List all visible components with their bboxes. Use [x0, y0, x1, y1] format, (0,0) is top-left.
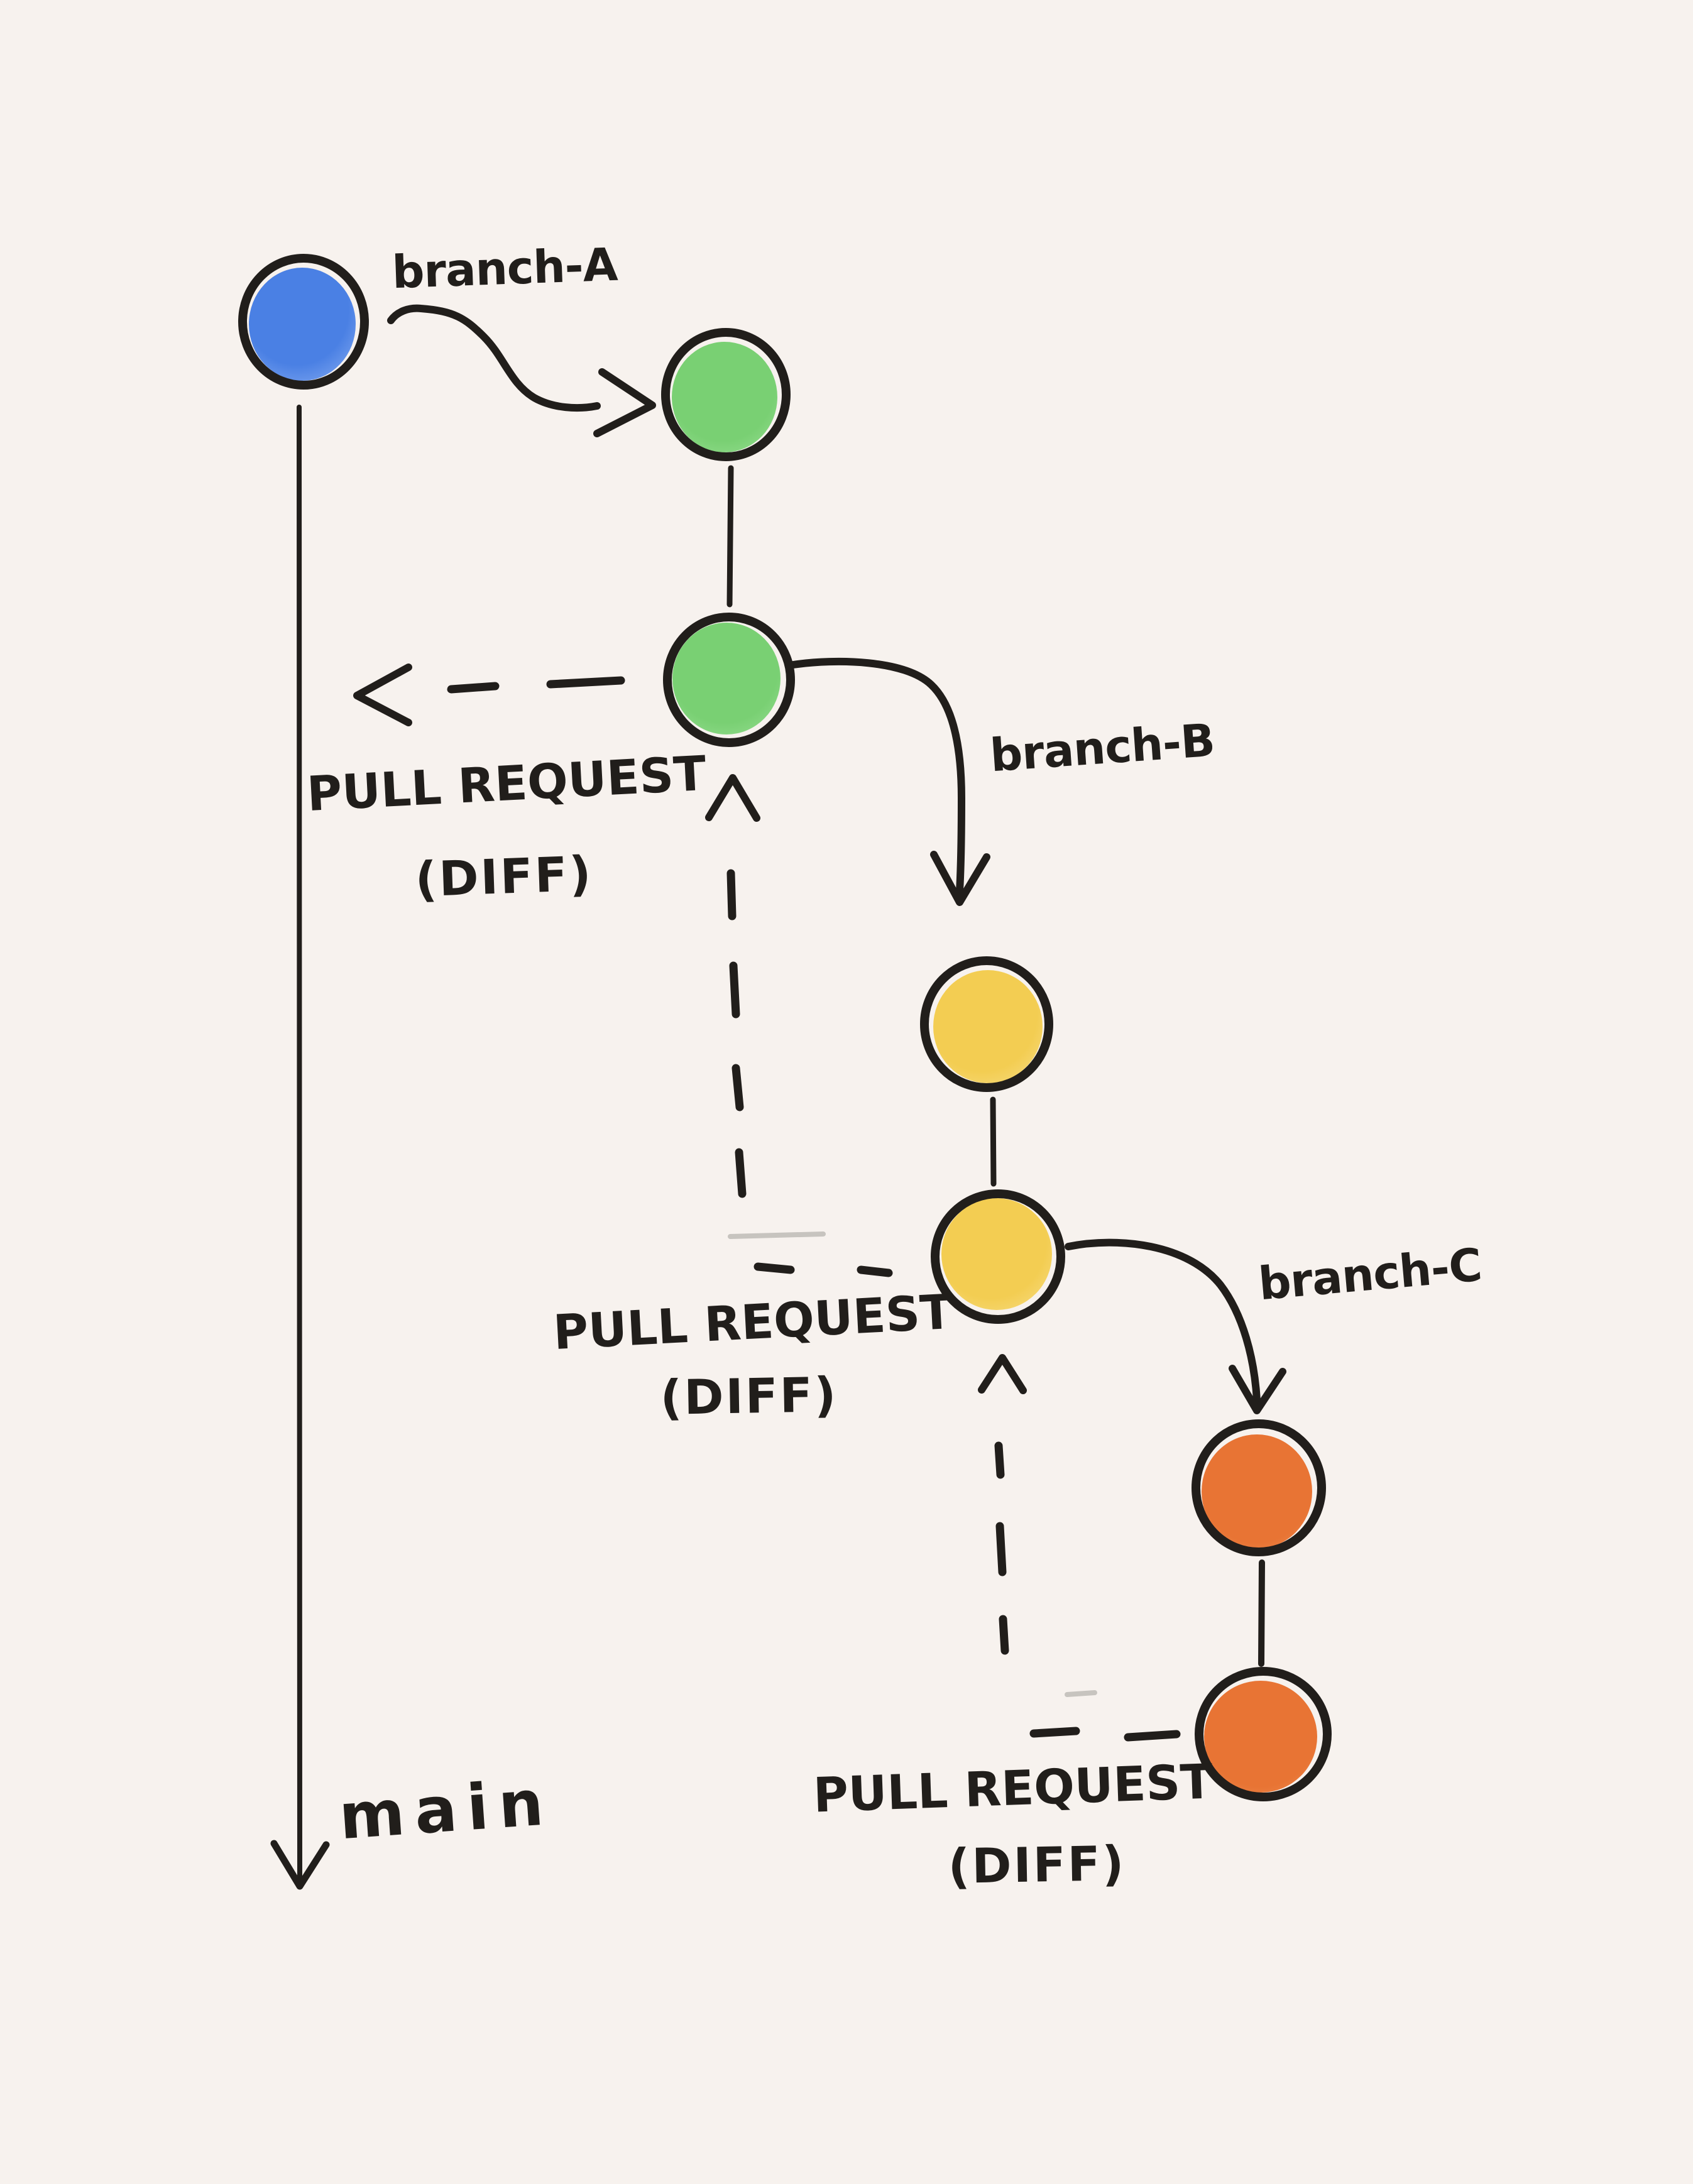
commit-node-branch-c-2 [1195, 1667, 1332, 1801]
commit-node-branch-b-1 [920, 956, 1053, 1092]
commit-node-branch-c-1-outline [1192, 1419, 1326, 1556]
pull-request-c-dashes [994, 1441, 1181, 1742]
pull-request-a-arrowhead [353, 663, 412, 726]
commit-node-branch-c-2-outline [1195, 1667, 1332, 1801]
main-branch-line [295, 405, 302, 1880]
main-label: main [336, 1765, 556, 1854]
branch-a-commit-connector [726, 465, 734, 608]
commit-node-branch-b-2-outline [931, 1189, 1065, 1324]
commit-node-branch-a-2-fill [672, 623, 781, 734]
commit-node-main-outline [238, 254, 369, 390]
main-branch-arrowhead [270, 1840, 330, 1890]
pull-request-a-diff-label: (DIFF) [414, 845, 594, 908]
branch-b-commit-connector [990, 1096, 997, 1187]
pull-request-b-dashes [726, 869, 893, 1277]
commit-node-branch-b-2 [931, 1189, 1065, 1324]
commit-node-branch-a-1-outline [661, 328, 791, 461]
commit-node-branch-c-2-fill [1204, 1681, 1317, 1793]
commit-node-branch-b-1-outline [920, 956, 1053, 1092]
branch-c-arrowhead [1229, 1365, 1286, 1414]
pull-request-c-faint-dash [1065, 1690, 1097, 1697]
pull-request-c-arrowhead [978, 1354, 1027, 1394]
commit-node-branch-a-1 [661, 328, 791, 461]
commit-node-main-fill [249, 268, 356, 381]
commit-node-branch-b-2-fill [941, 1198, 1052, 1310]
commit-node-branch-a-1-fill [672, 342, 777, 452]
commit-node-branch-a-2 [663, 613, 795, 747]
pull-request-a-dashes [447, 676, 625, 694]
branch-a-label: branch-A [391, 238, 618, 299]
branch-c-commit-connector [1258, 1559, 1265, 1667]
branch-a-arrow [387, 304, 601, 412]
commit-node-branch-b-1-fill [933, 970, 1043, 1083]
pull-request-b-diff-label: (DIFF) [659, 1367, 839, 1426]
commit-node-main [238, 254, 369, 390]
branch-b-arrow [789, 657, 965, 895]
branch-c-arrow [1065, 1238, 1261, 1404]
pull-request-b-arrowhead [705, 774, 760, 822]
pull-request-c-diff-label: (DIFF) [947, 1835, 1127, 1894]
branch-b-arrowhead [930, 851, 990, 906]
commit-node-branch-a-2-outline [663, 613, 795, 747]
commit-node-branch-c-1 [1192, 1419, 1326, 1556]
branch-a-arrowhead [593, 368, 656, 437]
pull-request-b-faint-dash [728, 1231, 826, 1239]
commit-node-branch-c-1-fill [1202, 1434, 1312, 1549]
